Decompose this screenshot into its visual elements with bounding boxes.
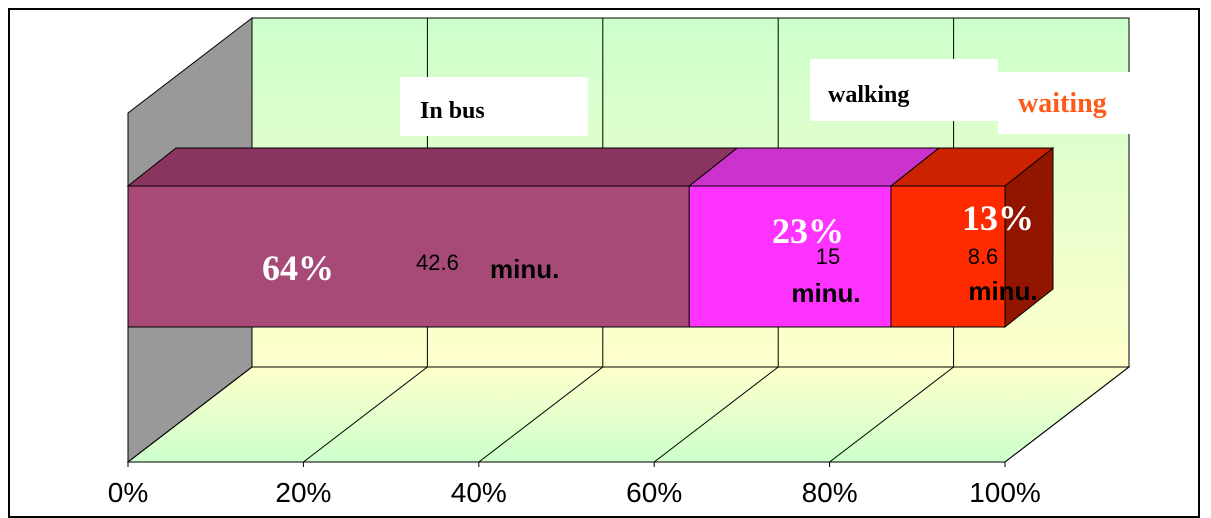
data-label-unit-1: minu. [791,278,860,308]
data-label-pct-0: 64% [262,248,334,288]
bar-side [1004,146,1054,329]
gridline-floor-1 [303,366,428,463]
bar-top-0 [126,147,739,187]
x-tick-label-1: 20% [275,477,331,506]
series-name-0: In bus [420,98,485,124]
gridline-floor-3 [653,366,779,463]
gridline-floor-4 [829,366,954,463]
gridline-floor-2 [478,366,604,463]
gridline-floor-5 [1004,366,1130,463]
x-tick-label-4: 80% [802,477,858,506]
bar-segment-1 [688,185,892,328]
x-tick-label-3: 60% [626,477,682,506]
data-label-unit-0: minu. [490,254,559,284]
floor [126,366,1131,463]
series-name-box-2 [998,72,1144,134]
data-label-pct-2: 13% [962,198,1034,238]
data-label-value-2: 8.6 [968,244,999,269]
gridline-floor-0 [127,366,253,463]
data-label-pct-1: 23% [772,211,844,251]
bar-segment-2 [890,185,1006,328]
x-tick-label-5: 100% [969,477,1041,506]
data-label-unit-2: minu. [968,276,1037,306]
x-tick-label-0: 0% [108,477,148,506]
series-name-box-1 [810,59,998,121]
bar-segment-0 [127,185,690,328]
series-name-2: waiting [1018,88,1107,119]
series-name-1: walking [828,82,909,108]
x-tick-label-2: 40% [451,477,507,506]
stacked-bar-chart: In bus walking waiting 64% 42.6 minu. 23%15 mi… [107,16,1144,506]
data-label-value-0: 42.6 [416,250,459,275]
data-label-value-1: 15 [816,244,840,269]
series-name-box-0 [400,77,588,136]
